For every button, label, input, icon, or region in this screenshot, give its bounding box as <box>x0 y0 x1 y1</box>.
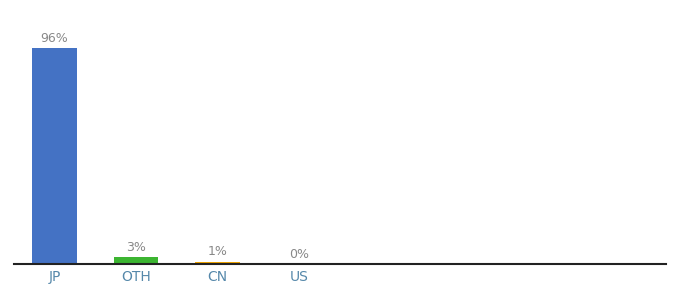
Bar <box>114 257 158 264</box>
Text: 96%: 96% <box>41 32 68 45</box>
Text: 0%: 0% <box>289 248 309 261</box>
Text: 3%: 3% <box>126 241 146 254</box>
Bar <box>195 262 240 264</box>
Text: 1%: 1% <box>207 245 228 258</box>
Bar <box>32 48 77 264</box>
